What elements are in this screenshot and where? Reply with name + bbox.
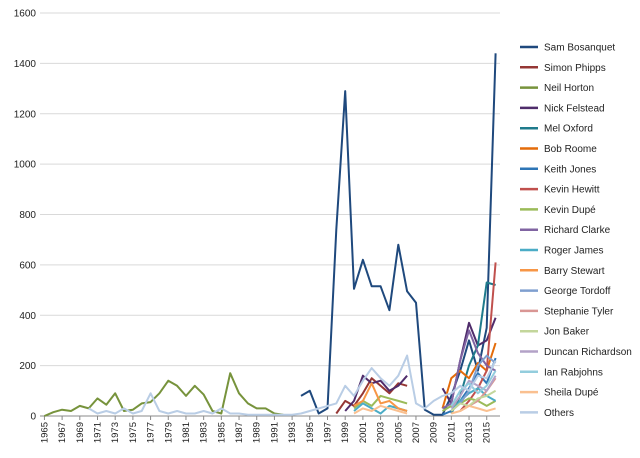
x-tick-label: 2013	[464, 422, 475, 443]
series-line	[300, 53, 497, 416]
x-tick-label: 2003	[376, 422, 387, 443]
legend-entry: Others	[544, 408, 574, 419]
legend-entry: Sheila Dupé	[544, 388, 599, 399]
x-tick-label: 1993	[287, 422, 298, 443]
x-tick-label: 1991	[269, 422, 280, 443]
series-line	[353, 404, 408, 415]
y-tick-label: 0	[30, 412, 36, 423]
y-tick-label: 1200	[14, 109, 37, 120]
x-tick-label: 1983	[199, 422, 210, 443]
x-tick-label: 1997	[323, 422, 334, 443]
legend-entry: Sam Bosanquet	[544, 43, 615, 54]
y-tick-label: 200	[19, 361, 36, 372]
legend-entry: Nick Felstead	[544, 103, 605, 114]
x-tick-label: 2011	[446, 422, 457, 442]
series-line	[450, 387, 497, 412]
series-line	[344, 374, 408, 412]
y-tick-label: 1600	[14, 9, 37, 20]
y-tick-label: 600	[19, 260, 36, 271]
x-tick-label: 1989	[252, 422, 263, 443]
x-tick-label: 1995	[305, 422, 316, 443]
series-lines	[44, 53, 497, 417]
legend: Sam Bosanquet Simon Phipps Neil Horton Nick…	[520, 43, 632, 419]
axes: 0 200 400 600 800 1000 1200 1400 1600 1965 1967 196…	[14, 9, 493, 444]
legend-entry: Barry Stewart	[544, 266, 605, 277]
x-tick-label: 1969	[75, 422, 86, 443]
y-tick-label: 400	[19, 311, 36, 322]
x-tick-label: 1999	[340, 422, 351, 443]
x-tick-label: 1967	[57, 422, 68, 443]
x-tick-label: 2001	[358, 422, 369, 443]
series-line	[442, 329, 497, 410]
legend-entry: Keith Jones	[544, 164, 596, 175]
y-tick-label: 800	[19, 210, 36, 221]
x-tick-label: 2009	[429, 422, 440, 443]
series-line	[450, 389, 497, 412]
series-line	[88, 354, 497, 416]
x-tick-label: 1987	[234, 422, 245, 443]
x-tick-label: 1981	[181, 422, 192, 443]
x-tick-label: 1973	[110, 422, 121, 443]
x-tick-label: 1965	[39, 422, 50, 443]
y-tick-label: 1400	[14, 59, 37, 70]
legend-entry: Roger James	[544, 246, 603, 257]
legend-entry: Mel Oxford	[544, 124, 593, 135]
x-tick-label: 1977	[146, 422, 157, 443]
y-tick-label: 1000	[14, 160, 37, 171]
series-line	[44, 372, 284, 417]
x-tick-label: 1971	[93, 422, 104, 443]
series-line	[451, 404, 496, 415]
legend-entry: Kevin Dupé	[544, 205, 596, 216]
x-tick-label: 2015	[482, 422, 493, 443]
legend-entry: Bob Roome	[544, 144, 597, 155]
gridlines	[40, 12, 500, 417]
x-tick-label: 2005	[393, 422, 404, 443]
legend-entry: Simon Phipps	[544, 63, 606, 74]
legend-entry: Kevin Hewitt	[544, 185, 600, 196]
legend-entry: Duncan Richardson	[544, 347, 632, 358]
legend-entry: Neil Horton	[544, 83, 594, 94]
x-tick-label: 2007	[411, 422, 422, 443]
legend-entry: Ian Rabjohns	[544, 367, 603, 378]
series-line	[450, 370, 497, 407]
legend-entry: George Tordoff	[544, 286, 611, 297]
legend-entry: Jon Baker	[544, 327, 590, 338]
series-line	[353, 382, 408, 412]
x-tick-label: 1975	[128, 422, 139, 443]
legend-entry: Richard Clarke	[544, 225, 611, 236]
x-tick-label: 1979	[163, 422, 174, 443]
legend-entry: Stephanie Tyler	[544, 306, 614, 317]
x-tick-label: 1985	[216, 422, 227, 443]
